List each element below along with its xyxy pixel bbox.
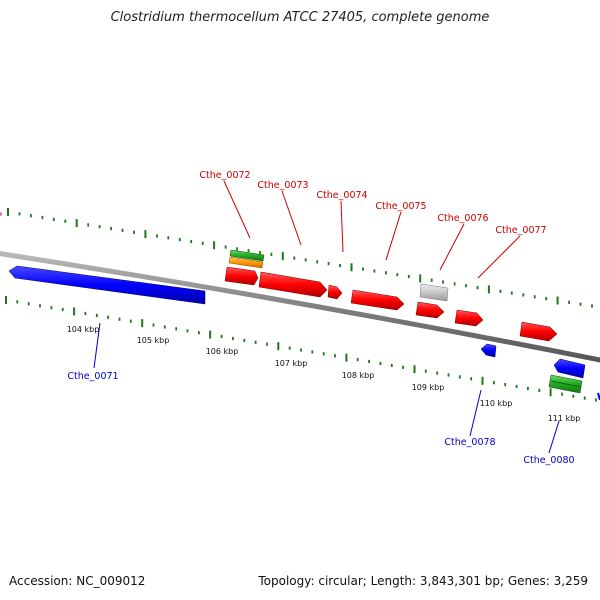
gene-cthe-0076[interactable]: [415, 301, 445, 319]
label-cthe-0072[interactable]: Cthe_0072: [199, 170, 250, 181]
leader-cthe-0071: [93, 322, 101, 369]
leader-cthe-0076: [439, 223, 465, 271]
label-cthe-0073[interactable]: Cthe_0073: [257, 180, 308, 191]
gc-content-track-inner: [5, 296, 597, 402]
label-cthe-0076[interactable]: Cthe_0076: [437, 213, 488, 224]
gene-cthe-0078[interactable]: [480, 343, 497, 358]
tick-label-105kbp: 105 kbp: [137, 336, 170, 345]
leader-cthe-0072: [223, 180, 251, 239]
gene-cthe-0071[interactable]: [8, 265, 206, 305]
rna-feature-forward[interactable]: [229, 249, 265, 262]
gene-cthe-0079[interactable]: [553, 358, 586, 379]
gene-cthe-0073[interactable]: [258, 271, 328, 298]
gene-cthe-0077[interactable]: [519, 321, 558, 342]
tick-label-108kbp: 108 kbp: [342, 371, 375, 380]
gc-content-track-outer: [7, 208, 593, 308]
map-title: Clostridium thermocellum ATCC 27405, com…: [110, 10, 490, 25]
tick-label-110kbp: 110 kbp: [480, 399, 513, 408]
pseudogene-feature-gray[interactable]: [419, 283, 449, 302]
leader-cthe-0075: [385, 211, 402, 261]
label-cthe-0075[interactable]: Cthe_0075: [375, 201, 426, 212]
genome-backbone: [0, 251, 600, 363]
rna-feature-stripe: [550, 380, 582, 388]
leader-cthe-0078: [469, 389, 482, 437]
edge-marker: [0, 212, 2, 216]
leader-cthe-0077: [477, 235, 521, 279]
gene-cthe-0075[interactable]: [350, 289, 405, 311]
gene-cthe-0074[interactable]: [327, 284, 343, 300]
label-cthe-0080[interactable]: Cthe_0080: [523, 455, 574, 466]
leader-cthe-0080: [548, 420, 560, 454]
label-cthe-0071[interactable]: Cthe_0071: [67, 371, 118, 382]
gene-cthe-0077a[interactable]: [454, 309, 484, 327]
leader-cthe-0074: [340, 200, 344, 253]
misc-feature-orange[interactable]: [228, 256, 264, 269]
tick-label-104kbp: 104 kbp: [67, 325, 100, 334]
tick-label-109kbp: 109 kbp: [412, 383, 445, 392]
label-cthe-0074[interactable]: Cthe_0074: [316, 190, 367, 201]
gene-cthe-0072[interactable]: [224, 266, 259, 286]
label-cthe-0078[interactable]: Cthe_0078: [444, 437, 495, 448]
tick-label-107kbp: 107 kbp: [275, 359, 308, 368]
label-cthe-0077[interactable]: Cthe_0077: [495, 225, 546, 236]
topology-summary: Topology: circular; Length: 3,843,301 bp…: [258, 574, 588, 588]
accession-text: Accession: NC_009012: [9, 574, 146, 588]
leader-cthe-0073: [281, 190, 302, 246]
tick-label-111kbp: 111 kbp: [548, 414, 581, 423]
tick-label-106kbp: 106 kbp: [206, 347, 239, 356]
